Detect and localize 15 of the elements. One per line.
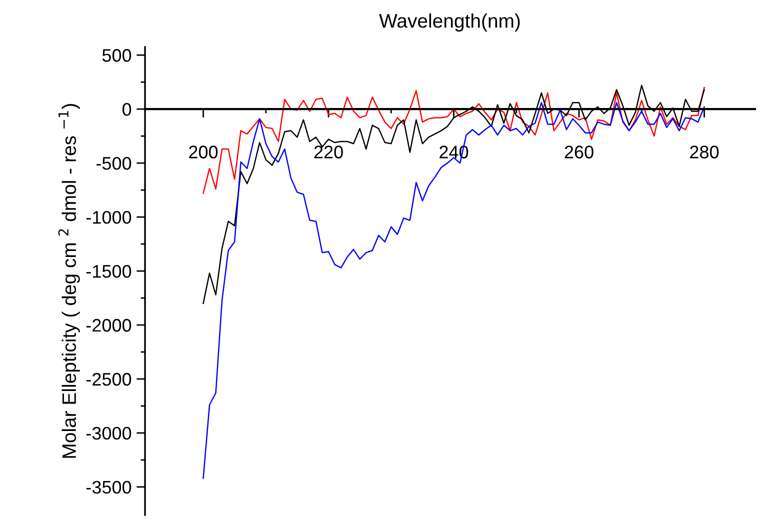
y-tick-label: 0 <box>122 103 132 116</box>
x-tick-label: 260 <box>564 146 594 158</box>
x-tick-label: 220 <box>314 146 343 158</box>
y-tick-label: -500 <box>96 157 132 170</box>
y-tick-label: -2000 <box>86 318 132 332</box>
x-tick-label: 280 <box>690 146 719 158</box>
y-tick-label: -1500 <box>86 264 132 278</box>
y-tick-label: -1000 <box>86 210 132 224</box>
x-axis-title: Wavelength(nm) <box>379 13 520 32</box>
y-tick-label: 500 <box>102 49 132 62</box>
y-tick-label: -3000 <box>86 426 132 440</box>
y-tick-label: -2500 <box>86 372 132 386</box>
x-tick-label: 200 <box>189 146 218 158</box>
y-axis-title: Molar Ellepticity ( deg cm $^{2}$ dmol - res $^{−1}$) <box>58 104 80 458</box>
y-tick-label: -3500 <box>86 480 132 494</box>
